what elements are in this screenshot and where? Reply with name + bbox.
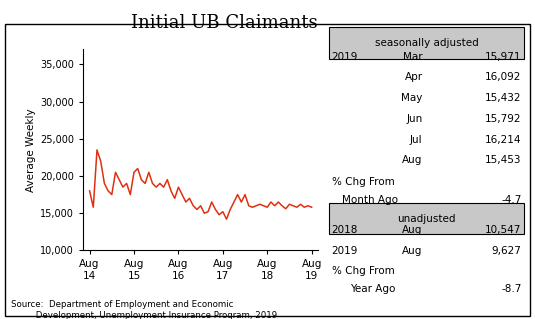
Text: unadjusted: unadjusted — [398, 213, 456, 224]
Text: 15,453: 15,453 — [485, 155, 522, 165]
Text: 15,792: 15,792 — [485, 114, 522, 124]
Text: seasonally adjusted: seasonally adjusted — [375, 38, 478, 48]
Text: Apr: Apr — [404, 72, 423, 82]
Text: 16,092: 16,092 — [485, 72, 522, 82]
Text: Aug: Aug — [402, 226, 423, 235]
Text: 2019: 2019 — [332, 246, 358, 256]
Text: Aug: Aug — [402, 246, 423, 256]
Text: 9,627: 9,627 — [492, 246, 522, 256]
Text: -4.7: -4.7 — [501, 195, 522, 204]
Text: Development, Unemployment Insurance Program, 2019: Development, Unemployment Insurance Prog… — [11, 311, 277, 319]
Text: Jun: Jun — [407, 114, 423, 124]
Text: Jul: Jul — [410, 135, 423, 145]
Text: % Chg From: % Chg From — [332, 266, 394, 276]
Text: 10,547: 10,547 — [485, 226, 522, 235]
Text: 2019: 2019 — [332, 52, 358, 62]
Text: Mar: Mar — [403, 52, 423, 62]
Text: Source:  Department of Employment and Economic: Source: Department of Employment and Eco… — [11, 300, 233, 309]
Text: Initial UB Claimants: Initial UB Claimants — [132, 14, 318, 32]
Text: 16,214: 16,214 — [485, 135, 522, 145]
Text: Year Ago: Year Ago — [350, 284, 396, 294]
Text: Month Ago: Month Ago — [342, 195, 399, 204]
Text: 2018: 2018 — [332, 226, 358, 235]
Text: % Chg From: % Chg From — [332, 177, 394, 187]
Y-axis label: Average Weekly: Average Weekly — [26, 108, 36, 192]
Text: 15,432: 15,432 — [485, 93, 522, 103]
Text: Aug: Aug — [402, 155, 423, 165]
Text: 15,971: 15,971 — [485, 52, 522, 62]
Text: May: May — [401, 93, 423, 103]
Text: -8.7: -8.7 — [501, 284, 522, 294]
